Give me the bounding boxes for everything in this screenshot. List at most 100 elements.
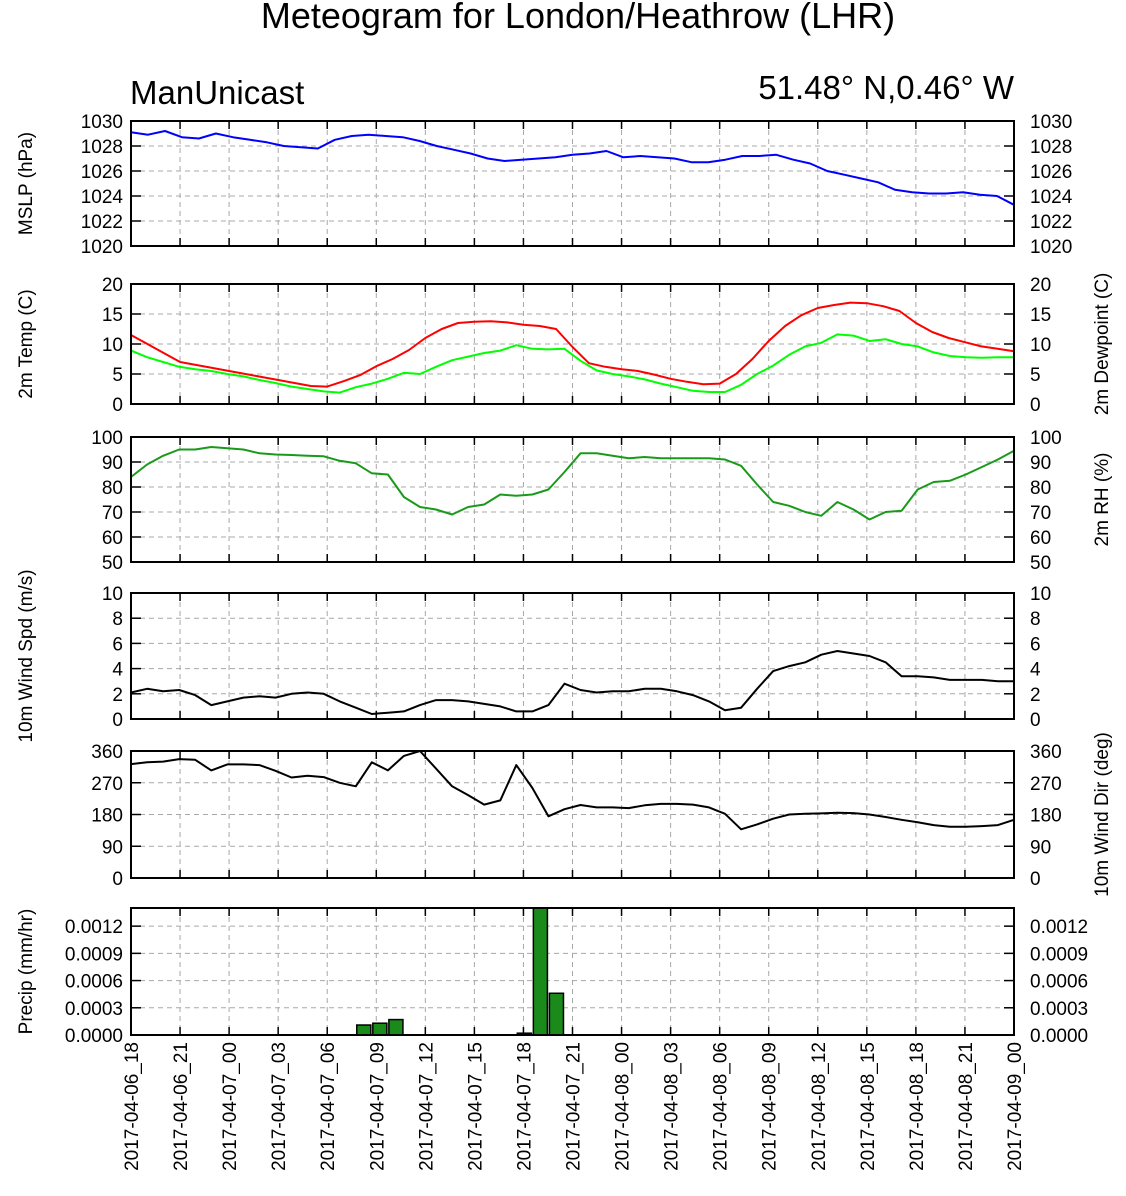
x-tick-label: 2017-04-08_15	[858, 1042, 879, 1171]
x-tick-label: 2017-04-07_06	[318, 1042, 339, 1171]
y-tick-label-left: 0.0009	[65, 944, 123, 965]
x-tick-label: 2017-04-08_18	[907, 1042, 928, 1171]
panel-frame	[130, 750, 1015, 879]
panel-frame	[130, 283, 1015, 405]
precip-bar	[548, 992, 565, 1036]
y-tick-label-left: 6	[112, 634, 123, 655]
y-tick-label-left: 1030	[81, 112, 123, 133]
y-tick-label-right: 90	[1030, 453, 1051, 474]
series-line	[130, 333, 1014, 394]
y-tick-label-left: 0	[112, 710, 123, 731]
y-tick-label-right: 180	[1030, 806, 1062, 827]
y-tick-label-left: 0	[112, 395, 123, 416]
x-tick-label: 2017-04-08_09	[760, 1042, 781, 1171]
y-tick-label-left: 5	[112, 365, 123, 386]
y-tick-label-left: 60	[102, 528, 123, 549]
panel-4: 0 0 2 2 4 4 6 6 8 8 10 10 10m Wind Spd (m/s)	[16, 569, 1051, 742]
y-tick-label-left: 1026	[81, 162, 123, 183]
panel-6: 0.0000 0.0000 0.0003 0.0003 0.0006 0.0006 0.00…	[16, 907, 1088, 1047]
y-tick-label-left: 10	[102, 335, 123, 356]
y-tick-label-right: 4	[1030, 660, 1041, 681]
y-axis-label-left: MSLP (hPa)	[16, 132, 37, 235]
location-label: 51.48° N,0.46° W	[758, 69, 1015, 106]
y-tick-label-left: 20	[102, 275, 123, 296]
y-tick-label-left: 2	[112, 685, 123, 706]
y-tick-label-right: 2	[1030, 685, 1041, 706]
y-tick-label-left: 0	[112, 869, 123, 890]
precip-bar	[356, 1024, 372, 1036]
y-tick-label-right: 10	[1030, 335, 1051, 356]
y-tick-label-left: 1020	[81, 237, 123, 258]
x-tick-label: 2017-04-07_09	[367, 1042, 388, 1171]
y-tick-label-left: 90	[102, 837, 123, 858]
precip-bar	[372, 1022, 388, 1036]
y-tick-label-right: 0	[1030, 710, 1041, 731]
y-tick-label-right: 80	[1030, 478, 1051, 499]
y-tick-label-right: 0.0003	[1030, 999, 1088, 1020]
series-line	[130, 650, 1014, 715]
series-line	[130, 750, 1015, 831]
y-tick-label-left: 0.0006	[65, 972, 123, 993]
y-tick-label-right: 15	[1030, 305, 1051, 326]
y-tick-label-right: 1026	[1030, 162, 1072, 183]
y-tick-label-left: 50	[102, 553, 123, 574]
y-tick-label-right: 8	[1030, 609, 1041, 630]
chart-title: Meteogram for London/Heathrow (LHR)	[261, 0, 895, 36]
y-tick-label-right: 70	[1030, 503, 1051, 524]
y-tick-label-left: 0.0003	[65, 999, 123, 1020]
y-tick-label-right: 0.0012	[1030, 917, 1088, 938]
x-tick-label: 2017-04-07_18	[514, 1042, 535, 1171]
panel-5: 0 0 90 90 180 180 270 270 360 360 10m Wind Dir (de…	[91, 732, 1113, 897]
x-tick-label: 2017-04-08_06	[711, 1042, 732, 1171]
y-tick-label-right: 0.0006	[1030, 972, 1088, 993]
y-tick-label-right: 60	[1030, 528, 1051, 549]
x-tick-label: 2017-04-09_00	[1005, 1042, 1026, 1171]
y-tick-label-right: 0	[1030, 395, 1041, 416]
y-tick-label-right: 1024	[1030, 187, 1073, 208]
precip-bar	[388, 1018, 404, 1036]
x-tick-label: 2017-04-07_15	[465, 1042, 486, 1171]
panel-frame	[130, 592, 1015, 720]
y-axis-label-right: 2m RH (%)	[1092, 453, 1113, 547]
y-tick-label-left: 1022	[81, 212, 123, 233]
y-tick-label-left: 8	[112, 609, 123, 630]
y-tick-label-left: 0.0012	[65, 917, 123, 938]
panel-frame	[130, 436, 1015, 563]
y-tick-label-right: 270	[1030, 774, 1062, 795]
panel-3: 50 50 60 60 70 70 80 80 90 90 100 100 2m RH (%)	[91, 428, 1113, 574]
y-axis-label-right: 10m Wind Dir (deg)	[1092, 732, 1113, 897]
y-tick-label-left: 100	[91, 428, 123, 449]
series-line	[130, 446, 1015, 521]
x-tick-label: 2017-04-07_21	[564, 1042, 585, 1171]
y-tick-label-left: 15	[102, 305, 123, 326]
y-tick-label-right: 0.0000	[1030, 1026, 1088, 1047]
x-tick-label: 2017-04-08_03	[662, 1042, 683, 1171]
x-tick-label: 2017-04-07_00	[220, 1042, 241, 1171]
y-tick-label-left: 1024	[81, 187, 124, 208]
y-axis-label-right: 2m Dewpoint (C)	[1092, 273, 1113, 416]
y-axis-label-left: 2m Temp (C)	[16, 289, 37, 398]
y-tick-label-right: 100	[1030, 428, 1062, 449]
model-label: ManUnicast	[130, 74, 304, 111]
y-axis-label-left: 10m Wind Spd (m/s)	[16, 569, 37, 742]
y-tick-label-left: 0.0000	[65, 1026, 123, 1047]
y-tick-label-right: 360	[1030, 742, 1062, 763]
x-tick-label: 2017-04-06_18	[122, 1042, 143, 1171]
panel-2: 0 0 5 5 10 10 15 15 20 20 2m Temp (C) 2m Dewpoint (…	[16, 273, 1113, 416]
y-tick-label-right: 0	[1030, 869, 1041, 890]
series-line	[130, 130, 1015, 206]
panel-frame	[130, 907, 1015, 1036]
y-tick-label-left: 360	[91, 742, 123, 763]
y-tick-label-right: 0.0009	[1030, 944, 1088, 965]
panel-1: 1020 1020 1022 1022 1024 1024 1026 1026 1028 1028…	[16, 112, 1073, 258]
y-tick-label-right: 6	[1030, 634, 1041, 655]
y-tick-label-right: 20	[1030, 275, 1051, 296]
y-tick-label-left: 70	[102, 503, 123, 524]
y-axis-label-left: Precip (mm/hr)	[16, 909, 37, 1035]
y-tick-label-right: 5	[1030, 365, 1041, 386]
y-tick-label-left: 80	[102, 478, 123, 499]
y-tick-label-right: 10	[1030, 584, 1051, 605]
y-tick-label-left: 180	[91, 806, 123, 827]
x-tick-label: 2017-04-08_12	[809, 1042, 830, 1171]
